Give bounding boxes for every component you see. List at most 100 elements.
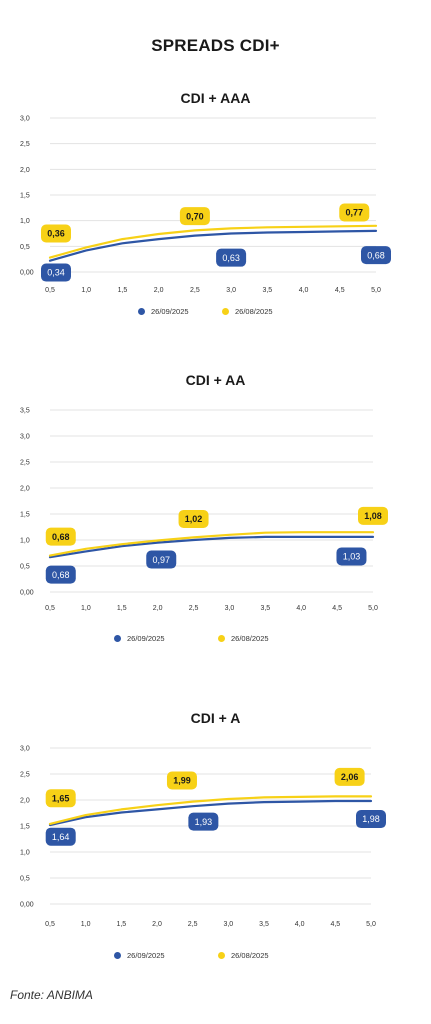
x-tick-label: 1,0 xyxy=(81,921,91,928)
x-tick-label: 5,0 xyxy=(371,287,381,294)
data-label-box xyxy=(166,771,197,790)
x-tick-label: 2,0 xyxy=(154,287,164,294)
source-note: Fonte: ANBIMA xyxy=(10,988,93,1002)
x-tick-label: 2,0 xyxy=(152,921,162,928)
legend-item-blue: 26/09/2025 xyxy=(138,307,189,316)
legend-label: 26/08/2025 xyxy=(231,634,269,643)
data-label: 0,36 xyxy=(41,224,71,243)
legend-label: 26/09/2025 xyxy=(127,951,165,960)
y-tick-label: 2,0 xyxy=(20,798,30,805)
data-label-box xyxy=(41,224,71,243)
chart-svg: 0,00 0,5 1,0 1,5 2,0 2,5 3,0 0,5 1,0 1,5 2,0 2,5 3,0… xyxy=(20,116,391,294)
x-tick-label: 5,0 xyxy=(366,921,376,928)
x-tick-label: 2,5 xyxy=(190,287,200,294)
data-label: 2,06 xyxy=(334,767,365,786)
y-tick-label: 3,0 xyxy=(20,746,30,753)
data-label-box xyxy=(361,246,391,265)
legend: 26/09/2025 26/08/2025 xyxy=(0,634,431,648)
data-label-box xyxy=(45,527,76,546)
legend-label: 26/08/2025 xyxy=(231,951,269,960)
y-tick-label: 0,00 xyxy=(20,902,34,909)
data-label-text: 1,08 xyxy=(364,511,382,521)
x-tick-label: 1,0 xyxy=(81,287,91,294)
data-label: 0,34 xyxy=(41,263,71,282)
legend-dot xyxy=(114,635,121,642)
chart-cdi-a: CDI + A 0,00 0,5 1,0 1,5 2,0 2,5 3,0 0,5 1,0 1,5 2… xyxy=(0,710,431,960)
legend-label: 26/09/2025 xyxy=(127,634,165,643)
data-label-text: 0,63 xyxy=(222,253,240,263)
y-tick-label: 0,00 xyxy=(20,270,34,277)
data-label: 0,63 xyxy=(216,248,247,267)
x-tick-label: 3,5 xyxy=(260,605,270,612)
x-tick-label: 3,5 xyxy=(259,921,269,928)
legend-item-yellow: 26/08/2025 xyxy=(218,634,269,643)
legend-label: 26/09/2025 xyxy=(151,307,189,316)
chart-title: CDI + AAA xyxy=(180,90,251,106)
y-tick-label: 2,5 xyxy=(20,141,30,148)
series-line-blue xyxy=(48,799,373,827)
x-tick-label: 2,0 xyxy=(153,605,163,612)
chart-svg: 0,00 0,5 1,0 1,5 2,0 2,5 3,0 0,5 1,0 1,5 2,0 2,5 3,0… xyxy=(20,746,386,928)
data-label-text: 0,68 xyxy=(367,250,385,260)
chart-cdi-aaa: CDI + AAA 0,00 0,5 1,0 1,5 2,0 2,5 3,0 0,5 1,0 1,… xyxy=(0,90,431,340)
series-line-blue xyxy=(48,229,378,262)
y-tick-label: 2,5 xyxy=(20,460,30,467)
data-label: 1,99 xyxy=(166,771,197,790)
legend: 26/09/2025 26/08/2025 xyxy=(0,951,431,965)
data-label-text: 1,65 xyxy=(52,793,70,803)
x-tick-label: 4,5 xyxy=(330,921,340,928)
data-label-text: 0,36 xyxy=(47,229,65,239)
data-label-text: 0,77 xyxy=(346,208,364,218)
x-tick-label: 5,0 xyxy=(368,605,378,612)
y-tick-label: 1,0 xyxy=(20,218,30,225)
y-tick-label: 3,5 xyxy=(20,408,30,415)
data-label-box xyxy=(336,547,367,566)
data-label-box xyxy=(356,810,386,829)
data-label-box xyxy=(45,789,76,808)
legend-dot xyxy=(218,952,225,959)
chart-svg: 0,00 0,5 1,0 1,5 2,0 2,5 3,0 3,5 0,5 1,0 1,5 2,0 2,5… xyxy=(20,408,388,612)
x-tick-label: 0,5 xyxy=(45,287,55,294)
data-label: 0,70 xyxy=(179,207,210,226)
x-tick-label: 1,5 xyxy=(116,921,126,928)
x-tick-label: 4,0 xyxy=(296,605,306,612)
data-label: 0,68 xyxy=(45,527,76,546)
data-label: 0,68 xyxy=(45,565,76,584)
y-tick-label: 1,5 xyxy=(20,193,30,200)
data-label-text: 1,02 xyxy=(185,514,203,524)
x-tick-label: 4,0 xyxy=(295,921,305,928)
y-tick-label: 0,00 xyxy=(20,590,34,597)
data-label-text: 0,68 xyxy=(52,532,70,542)
x-tick-label: 0,5 xyxy=(45,605,55,612)
y-tick-label: 0,5 xyxy=(20,564,30,571)
chart-title: CDI + A xyxy=(190,710,241,726)
data-label-box xyxy=(179,207,210,226)
series-line-blue xyxy=(48,535,375,559)
y-tick-label: 3,0 xyxy=(20,434,30,441)
data-label: 1,64 xyxy=(45,827,76,846)
y-tick-label: 2,0 xyxy=(20,486,30,493)
y-tick-label: 2,5 xyxy=(20,772,30,779)
x-tick-label: 3,0 xyxy=(225,605,235,612)
y-tick-label: 1,0 xyxy=(20,538,30,545)
data-label-box xyxy=(358,506,388,525)
legend-dot xyxy=(114,952,121,959)
x-tick-label: 1,0 xyxy=(81,605,91,612)
data-label-text: 1,93 xyxy=(195,817,213,827)
chart-cdi-aa: CDI + AA 0,00 0,5 1,0 1,5 2,0 2,5 3,0 3,5 0,5 1,0… xyxy=(0,372,431,643)
legend: 26/09/2025 26/08/2025 xyxy=(0,307,431,321)
series-line-yellow xyxy=(48,531,375,557)
data-label-text: 0,68 xyxy=(52,570,70,580)
data-label: 0,77 xyxy=(339,203,370,222)
chart-title: CDI + AA xyxy=(185,372,246,388)
y-tick-label: 1,5 xyxy=(20,512,30,519)
legend-dot xyxy=(218,635,225,642)
data-label: 1,98 xyxy=(356,810,386,829)
legend-item-yellow: 26/08/2025 xyxy=(218,951,269,960)
data-label: 1,03 xyxy=(336,547,367,566)
x-tick-label: 3,0 xyxy=(226,287,236,294)
legend-item-yellow: 26/08/2025 xyxy=(222,307,273,316)
data-label: 1,08 xyxy=(358,506,388,525)
y-tick-label: 1,5 xyxy=(20,824,30,831)
legend-dot xyxy=(138,308,145,315)
